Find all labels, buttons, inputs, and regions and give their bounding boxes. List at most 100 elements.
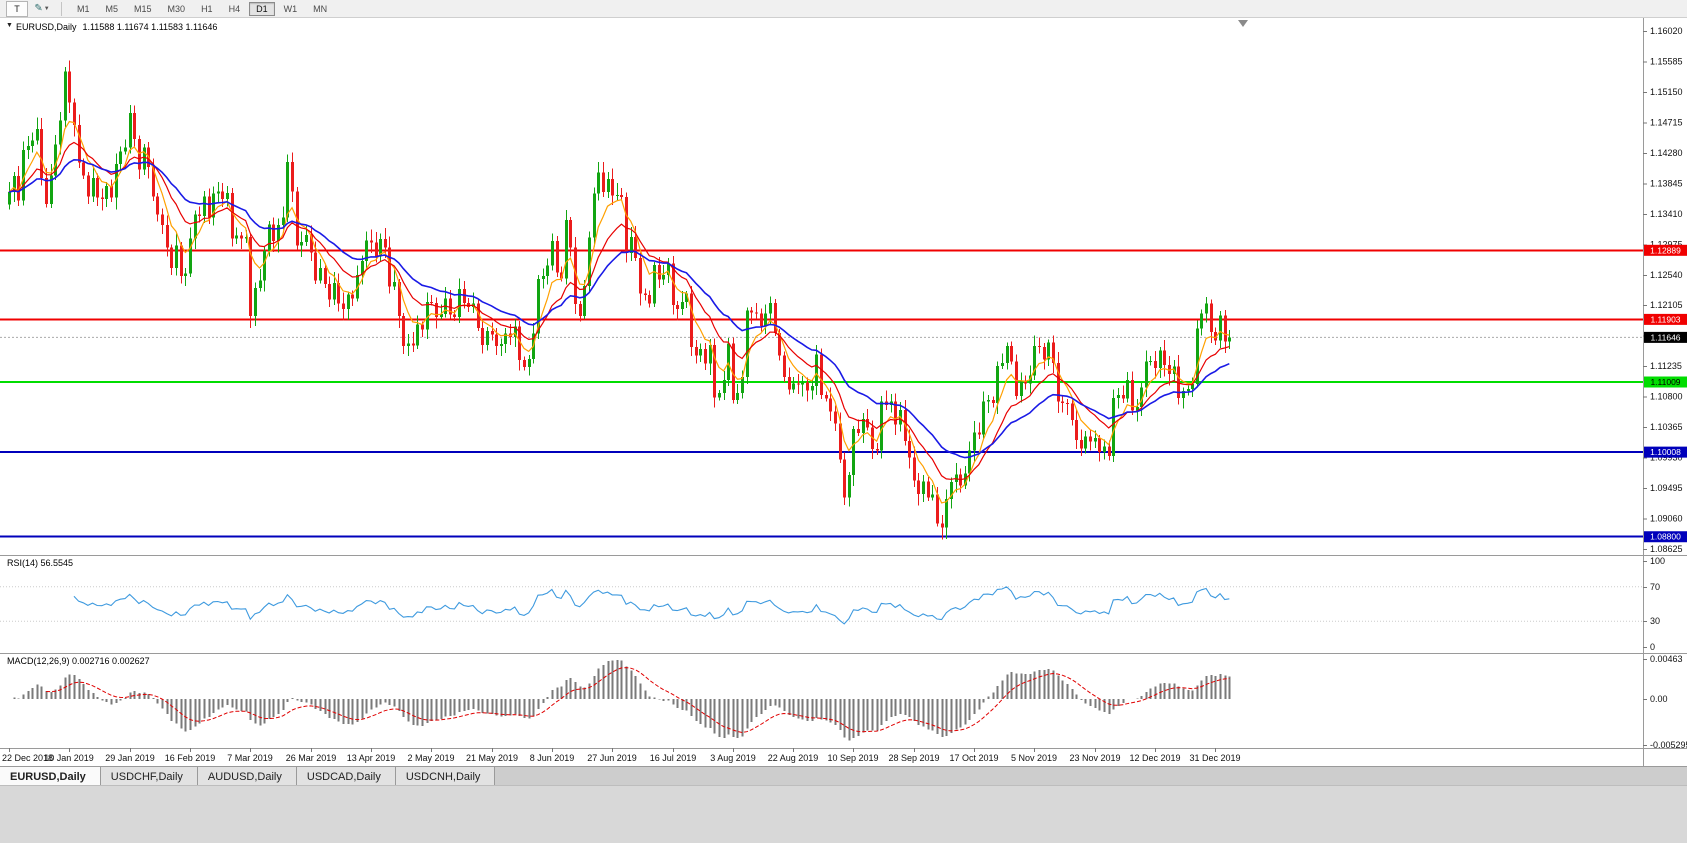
candle-up [1159, 350, 1162, 368]
candle-up [528, 358, 531, 368]
candle-up [50, 175, 53, 205]
candle-up [597, 172, 600, 194]
chart-shift-marker-icon[interactable] [1238, 20, 1248, 27]
svg-text:1.10365: 1.10365 [1650, 422, 1683, 432]
timeframe-button-m15[interactable]: M15 [134, 3, 152, 14]
candle-down [421, 324, 424, 330]
candle-up [630, 236, 633, 254]
symbol-dropdown-icon[interactable]: ▼ [6, 22, 13, 29]
timeframe-button-w1[interactable]: W1 [283, 3, 298, 14]
candle-down [1089, 436, 1092, 442]
candle-down [477, 303, 480, 329]
svg-text:1.14280: 1.14280 [1650, 148, 1683, 158]
candle-up [365, 240, 368, 261]
chart-tab[interactable]: USDCAD,Daily [296, 767, 396, 786]
candle-down [894, 401, 897, 425]
candle-up [1205, 303, 1208, 314]
candle-down [713, 344, 716, 398]
svg-text:1.13410: 1.13410 [1650, 209, 1683, 219]
candle-down [760, 313, 763, 326]
svg-text:1.12105: 1.12105 [1650, 300, 1683, 310]
date-label: 22 Aug 2019 [768, 753, 819, 763]
candle-down [625, 197, 628, 254]
candle-down [936, 494, 939, 524]
candle-up [361, 260, 364, 275]
chart-tool-button[interactable]: T [6, 0, 28, 17]
candle-up [1145, 361, 1148, 388]
candle-down [1057, 363, 1060, 402]
candle-up [1140, 387, 1143, 408]
date-label: 21 May 2019 [466, 753, 518, 763]
candle-down [342, 303, 345, 310]
candle-up [964, 473, 967, 486]
candle-down [449, 298, 452, 315]
candle-down [876, 449, 879, 451]
timeframe-button-mn[interactable]: MN [313, 3, 328, 14]
chart-tab[interactable]: USDCHF,Daily [100, 767, 198, 786]
price-chart-canvas[interactable]: 1.16020 1.15585 1.15150 1.14715 1.14280 1.138… [0, 18, 1687, 766]
candle-down [797, 383, 800, 385]
svg-text:100: 100 [1650, 556, 1665, 566]
date-label: 12 Dec 2019 [1129, 753, 1180, 763]
pane-separators[interactable] [0, 555, 1687, 749]
candle-down [1163, 350, 1166, 366]
candle-up [217, 191, 220, 194]
timeframe-button-m30[interactable]: M30 [167, 3, 186, 14]
candle-up [1182, 391, 1185, 399]
date-label: 17 Oct 2019 [949, 753, 998, 763]
timeframe-button-m5[interactable]: M5 [105, 3, 119, 14]
pencil-dropdown-button[interactable]: ✎ ▼ [31, 1, 53, 17]
svg-text:1.11903: 1.11903 [1650, 314, 1680, 324]
svg-text:1.11009: 1.11009 [1650, 377, 1680, 387]
candle-down [648, 295, 651, 304]
timeframe-button-h4[interactable]: H4 [228, 3, 241, 14]
level-price-badge [1644, 244, 1687, 256]
candle-up [769, 302, 772, 314]
candle-up [880, 401, 883, 451]
svg-text:1.08625: 1.08625 [1650, 544, 1683, 554]
candle-down [208, 196, 211, 218]
candle-up [922, 481, 925, 495]
candle-down [1038, 346, 1041, 348]
candle-up [945, 498, 948, 528]
date-label: 7 Mar 2019 [227, 753, 273, 763]
date-label: 23 Nov 2019 [1069, 753, 1120, 763]
svg-text:1.16020: 1.16020 [1650, 26, 1683, 36]
date-label: 5 Nov 2019 [1011, 753, 1057, 763]
timeframe-button-m1[interactable]: M1 [77, 3, 90, 14]
svg-text:1.11646: 1.11646 [1650, 332, 1680, 342]
toolbar: T ✎ ▼ M1 M5 M15 M30 H1 H4 D1 W1 MN [0, 0, 1687, 18]
candle-up [440, 313, 443, 317]
chart-tab[interactable]: AUDUSD,Daily [197, 767, 297, 786]
candle-down [82, 162, 85, 176]
level-price-badge [1644, 446, 1687, 458]
candle-down [296, 191, 299, 246]
rsi-line [73, 586, 1230, 625]
status-area [0, 785, 1687, 843]
chart-tab[interactable]: USDCNH,Daily [395, 767, 496, 786]
svg-text:30: 30 [1650, 616, 1660, 626]
candle-down [161, 214, 164, 226]
macd-signal-line [46, 667, 1230, 734]
macd-histogram [13, 660, 1231, 741]
candle-down [602, 172, 605, 193]
candle-down [732, 343, 735, 401]
date-label: 16 Jul 2019 [650, 753, 697, 763]
candle-up [31, 140, 34, 146]
timeframe-button-d1[interactable]: D1 [249, 1, 275, 16]
timeframe-button-h1[interactable]: H1 [201, 3, 213, 14]
candles-layer [8, 60, 1231, 540]
candle-down [370, 240, 373, 243]
candle-up [1219, 315, 1222, 341]
candle-up [347, 294, 350, 310]
chart-tab[interactable]: EURUSD,Daily [0, 767, 101, 786]
price-badges[interactable]: 1.12889 1.11903 1.11009 1.10008 1.08800 1.116… [1644, 244, 1687, 543]
candle-down [1108, 446, 1111, 457]
candle-down [351, 294, 354, 299]
candle-down [634, 236, 637, 258]
svg-text:0.00463: 0.00463 [1650, 654, 1683, 664]
candle-down [825, 395, 828, 399]
candle-down [384, 239, 387, 248]
candle-down [704, 349, 707, 364]
